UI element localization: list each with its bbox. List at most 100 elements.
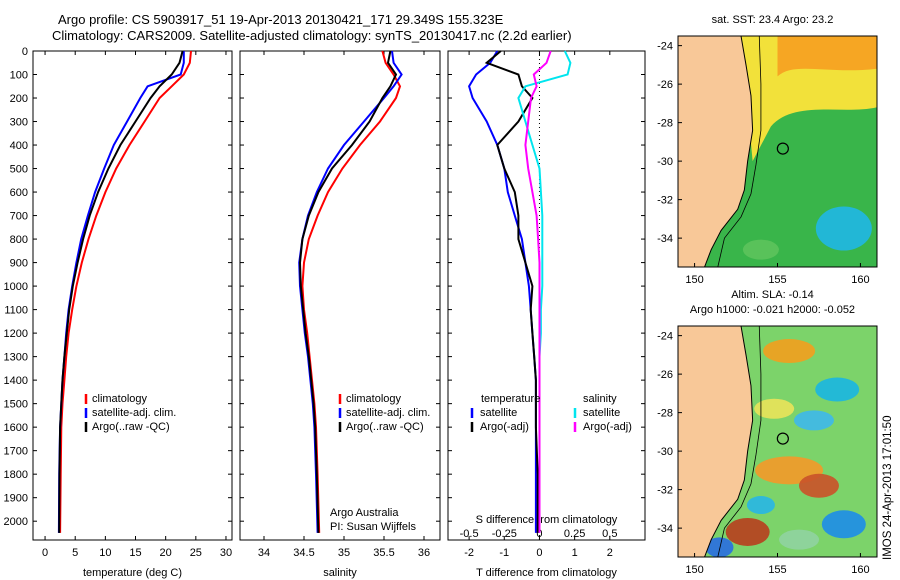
sla-anomaly-blob	[746, 496, 775, 515]
salinity-diff-tick-label: 0.25	[564, 528, 585, 540]
sla-ytick-label: -34	[657, 523, 673, 535]
sla-title-line2: Argo h1000: -0.021 h2000: -0.052	[690, 304, 855, 316]
sla-ytick-label: -28	[657, 408, 673, 420]
sst-xtick-label: 150	[685, 274, 703, 286]
depth-tick-label: 2000	[4, 516, 28, 528]
salinity-diff-tick-label: 0	[536, 528, 542, 540]
sla-anomaly-blob	[754, 398, 795, 419]
sla-ytick-label: -24	[657, 331, 673, 343]
sst-ytick-label: -24	[657, 41, 673, 53]
depth-tick-label: 300	[10, 117, 28, 129]
sst-ytick-label: -30	[657, 156, 673, 168]
sst-ytick-label: -34	[657, 233, 673, 245]
argo-position-marker	[776, 432, 789, 445]
sla-xtick-label: 160	[851, 564, 869, 576]
salinity-diff-tick-label: -0.5	[460, 528, 479, 540]
sla-map-body	[678, 326, 877, 557]
salinity-xtick-label: 35	[338, 547, 350, 559]
depth-tick-label: 1500	[4, 399, 28, 411]
temperature-series-line	[59, 50, 192, 533]
depth-tick-label: 800	[10, 234, 28, 246]
annotation-line2: PI: Susan Wijffels	[330, 521, 416, 533]
sla-anomaly-blob	[821, 510, 866, 539]
sla-ytick-label: -30	[657, 446, 673, 458]
depth-tick-label: 1200	[4, 328, 28, 340]
shelf-contour	[717, 36, 762, 267]
salinity-xtick-label: 35.5	[373, 547, 394, 559]
sla-anomaly-blob	[725, 517, 770, 546]
land-mass	[678, 36, 754, 267]
difference-panel: -2 -1 0 1 2 T difference from climatology -0.5…	[447, 50, 646, 579]
sst-cool-region-2	[742, 239, 779, 260]
sla-anomaly-blob	[763, 339, 816, 364]
diff-legend-salinity-title: salinity	[583, 393, 617, 405]
temperature-series-line	[58, 50, 184, 533]
diff-legend-label: satellite	[583, 407, 620, 419]
diff-legend-label: Argo(-adj)	[480, 421, 529, 433]
temperature-xtick-label: 0	[42, 547, 48, 559]
chart-title-line2: Climatology: CARS2009. Satellite-adjuste…	[52, 28, 572, 43]
sst-hot-region	[777, 36, 877, 77]
temperature-legend-label: satellite-adj. clim.	[92, 407, 176, 419]
difference-xtick-label: -2	[464, 547, 474, 559]
temperature-xtick-label: 15	[129, 547, 141, 559]
argo-position-marker	[776, 142, 789, 155]
depth-tick-label: 1600	[4, 422, 28, 434]
difference-axes-box	[447, 50, 646, 541]
depth-tick-label: 1700	[4, 446, 28, 458]
temperature-axes-box	[32, 50, 233, 541]
salinity-xtick-label: 36	[418, 547, 430, 559]
diff-legend-label: Argo(-adj)	[583, 421, 632, 433]
sst-map: 150 155 160 -24 -26 -28 -30 -32 -34 sat. SST: 23.…	[657, 14, 878, 286]
temperature-legend-label: climatology	[92, 393, 148, 405]
sla-anomaly-blob	[798, 473, 839, 498]
salinity-legend-label: climatology	[346, 393, 402, 405]
depth-tick-label: 1800	[4, 469, 28, 481]
chart-title-line1: Argo profile: CS 5903917_51 19-Apr-2013 …	[58, 12, 504, 27]
sla-map: 150 155 160 -24 -26 -28 -30 -32 -34 Altim. SLA: -…	[657, 289, 878, 576]
depth-tick-label: 600	[10, 187, 28, 199]
salinity-panel: 34 34.5 35 35.5 36 salinity	[239, 50, 441, 579]
annotation-line1: Argo Australia	[330, 507, 399, 519]
sst-title: sat. SST: 23.4 Argo: 23.2	[712, 14, 834, 26]
sst-cool-region	[815, 206, 872, 251]
difference-xtick-label: 1	[572, 547, 578, 559]
sla-xtick-label: 150	[685, 564, 703, 576]
salinity-legend-label: satellite-adj. clim.	[346, 407, 430, 419]
temperature-xtick-label: 30	[220, 547, 232, 559]
depth-tick-label: 100	[10, 70, 28, 82]
sla-ytick-label: -32	[657, 485, 673, 497]
sst-map-body	[678, 36, 877, 267]
difference-series-line	[524, 50, 552, 533]
sla-anomaly-blob	[815, 377, 860, 402]
difference-xtick-label: 2	[607, 547, 613, 559]
salinity-diff-tick-label: 0.5	[602, 528, 617, 540]
difference-xtick-label: -1	[499, 547, 509, 559]
salinity-diff-tick-label: -0.25	[492, 528, 517, 540]
sla-xtick-label: 155	[768, 564, 786, 576]
sst-ytick-label: -28	[657, 118, 673, 130]
depth-tick-label: 500	[10, 164, 28, 176]
depth-tick-label: 1900	[4, 493, 28, 505]
temperature-xtick-label: 25	[190, 547, 202, 559]
salinity-xtick-label: 34.5	[293, 547, 314, 559]
depth-tick-label: 700	[10, 211, 28, 223]
sla-anomaly-blob	[779, 529, 820, 550]
sst-xtick-label: 155	[768, 274, 786, 286]
salinity-legend-label: Argo(..raw -QC)	[346, 421, 424, 433]
sla-anomaly-blob	[705, 537, 734, 557]
diff-legend-label: satellite	[480, 407, 517, 419]
depth-tick-label: 1300	[4, 352, 28, 364]
depth-tick-label: 200	[10, 93, 28, 105]
sla-ytick-label: -26	[657, 369, 673, 381]
temperature-xtick-label: 5	[72, 547, 78, 559]
salinity-xlabel: salinity	[323, 567, 357, 579]
diff-legend-temperature-title: temperature	[481, 393, 540, 405]
sst-ytick-label: -26	[657, 79, 673, 91]
sst-ytick-label: -32	[657, 195, 673, 207]
sla-title-line1: Altim. SLA: -0.14	[731, 289, 814, 301]
sla-anomaly-blob	[793, 410, 834, 431]
sst-xtick-label: 160	[851, 274, 869, 286]
salinity-diff-xlabel: S difference from climatology	[476, 514, 618, 526]
